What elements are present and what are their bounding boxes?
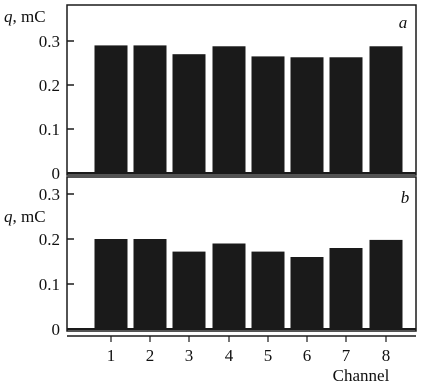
panel-b-y-tick-label: 0.2	[39, 230, 60, 249]
panel-a-bar-channel-2	[133, 45, 167, 173]
panel-a-bar-channel-7	[329, 57, 363, 173]
y-axis-title-symbol: q	[4, 7, 13, 26]
panel-b-bar-channel-4	[212, 243, 246, 329]
panel-b-label: b	[401, 188, 410, 207]
panel-b-bar-channel-7	[329, 248, 363, 329]
panel-a-y-ticks: 0 0.1 0.2 0.3	[39, 32, 74, 183]
panel-b-bar-channel-1	[94, 239, 128, 329]
x-tick-label: 3	[185, 346, 194, 365]
panel-a-y-tick-label: 0.3	[39, 32, 60, 51]
panel-b-bar-channel-5	[251, 251, 285, 329]
x-axis-title: Channel	[333, 366, 390, 385]
y-axis-title-unit: , mC	[13, 207, 46, 226]
panel-a-frame	[66, 4, 417, 176]
x-tick-label: 2	[146, 346, 155, 365]
panel-b-bar-channel-2	[133, 239, 167, 329]
panel-b-y-ticks: 0 0.1 0.2 0.3	[39, 185, 74, 339]
x-tick-label: 8	[382, 346, 391, 365]
panel-a-y-tick-label: 0.2	[39, 76, 60, 95]
x-tick-label: 7	[342, 346, 351, 365]
panel-a-y-tick-label: 0	[52, 164, 61, 183]
panel-b-frame	[66, 176, 417, 332]
panel-b: q, mC b 0 0.1 0.2 0.3 1 2 3 4 5 6 7 8 Channel	[4, 176, 417, 385]
panel-a-bar-channel-8	[369, 46, 403, 173]
panel-b-y-tick-label: 0.1	[39, 275, 60, 294]
panel-b-bar-channel-6	[290, 257, 324, 329]
panel-a-y-tick-label: 0.1	[39, 120, 60, 139]
panel-b-y-tick-label: 0.3	[39, 185, 60, 204]
panel-a-y-axis-title: q, mC	[4, 7, 46, 26]
x-tick-label: 4	[225, 346, 234, 365]
panel-b-bars	[94, 239, 403, 329]
y-axis-title-symbol: q	[4, 207, 13, 226]
panel-a-bars	[94, 45, 403, 174]
x-tick-label: 5	[264, 346, 273, 365]
panel-b-y-axis-title: q, mC	[4, 207, 46, 226]
panel-a-bar-channel-6	[290, 57, 324, 173]
x-tick-label: 1	[107, 346, 116, 365]
panel-b-y-tick-label: 0	[52, 320, 61, 339]
panel-a-label: a	[399, 13, 408, 32]
panel-a: q, mC a 0 0.1 0.2 0.3	[4, 4, 417, 183]
panel-a-bar-channel-4	[212, 46, 246, 173]
panel-a-bar-channel-1	[94, 45, 128, 173]
panel-a-bar-channel-5	[251, 56, 285, 173]
panel-b-bar-channel-8	[369, 239, 403, 329]
x-tick-label: 6	[303, 346, 312, 365]
y-axis-title-unit: , mC	[13, 7, 46, 26]
panel-b-bar-channel-3	[172, 251, 206, 329]
x-tick-labels: 1 2 3 4 5 6 7 8	[107, 336, 391, 365]
panel-a-bar-channel-3	[172, 54, 206, 174]
